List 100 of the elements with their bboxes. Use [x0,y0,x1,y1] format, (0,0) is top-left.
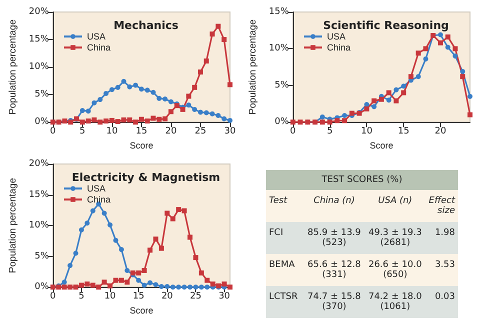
point [170,284,176,290]
point [423,46,428,52]
point [108,222,113,228]
point [124,268,130,273]
y-tick-label: 5% [274,80,290,90]
point [86,118,91,124]
x-tick-label: 15 [398,126,410,137]
point [468,94,472,99]
point [86,108,91,114]
y-tick-label: 0% [34,117,50,128]
point [104,90,109,96]
point [188,284,193,290]
point [121,78,126,84]
x-axis-title: Score [130,306,154,316]
point [84,282,90,287]
point [438,32,443,38]
point [349,110,354,116]
x-tick-label: 20 [161,292,174,302]
legend-label: China [327,42,351,52]
point [168,99,174,104]
point [133,82,138,88]
point [327,120,332,125]
point [186,102,192,108]
x-tick-label: 10 [106,126,118,137]
point [162,116,168,122]
point [78,282,84,288]
point [148,280,153,286]
point [144,88,150,93]
point [62,284,67,290]
point [73,250,78,256]
x-axis-title: Score [370,140,394,150]
point [150,116,156,121]
point [113,278,118,283]
y-tick-label: 5% [34,90,50,100]
point [204,284,210,290]
point [164,210,170,216]
point [133,120,138,125]
x-tick-label: 10 [360,126,373,137]
point [73,284,78,290]
point [156,116,162,122]
point [198,70,203,75]
point [342,118,348,124]
point [68,284,73,290]
point [90,208,96,214]
point [193,255,198,260]
point [102,210,107,216]
point [144,118,150,124]
point [136,278,142,283]
point [98,120,103,125]
point [186,94,192,99]
y-tick-label: 20% [28,7,50,17]
point [222,37,227,42]
y-tick-label: 5% [34,251,50,262]
point [416,50,421,56]
point [113,238,118,243]
legend-label: USA [87,32,106,42]
point [210,111,215,116]
point [127,84,132,90]
point [386,90,392,96]
point [320,120,325,125]
point [372,98,377,104]
point [334,118,340,124]
point [438,40,443,46]
point [386,98,392,103]
point [142,282,147,288]
x-tick-label: 20 [434,126,446,137]
point [198,284,204,290]
point [84,220,90,226]
legend-label: China [87,42,111,52]
point [408,74,414,80]
y-tick-label: 20% [28,159,50,169]
point [182,208,187,214]
point [416,74,421,80]
point [62,280,67,285]
point [150,90,156,95]
y-tick-label: 15% [268,7,290,17]
point [104,118,109,124]
point [378,96,384,102]
point [142,268,147,273]
point [228,82,232,88]
point [176,207,182,212]
point [162,96,168,102]
x-tick-label: 5 [326,126,333,137]
point [118,247,124,252]
point [364,102,370,107]
x-tick-label: 0 [290,126,296,137]
point [108,283,113,288]
y-axis-title: Population percentage [248,20,258,115]
point [222,116,227,122]
point [188,234,193,240]
point [115,119,120,124]
point [222,282,227,287]
point [192,106,198,112]
text: Electricity & Magnetism [72,171,220,184]
point [127,117,132,122]
point [80,108,85,114]
point [228,118,232,123]
point [394,87,399,92]
point [452,46,458,52]
point [394,98,399,104]
